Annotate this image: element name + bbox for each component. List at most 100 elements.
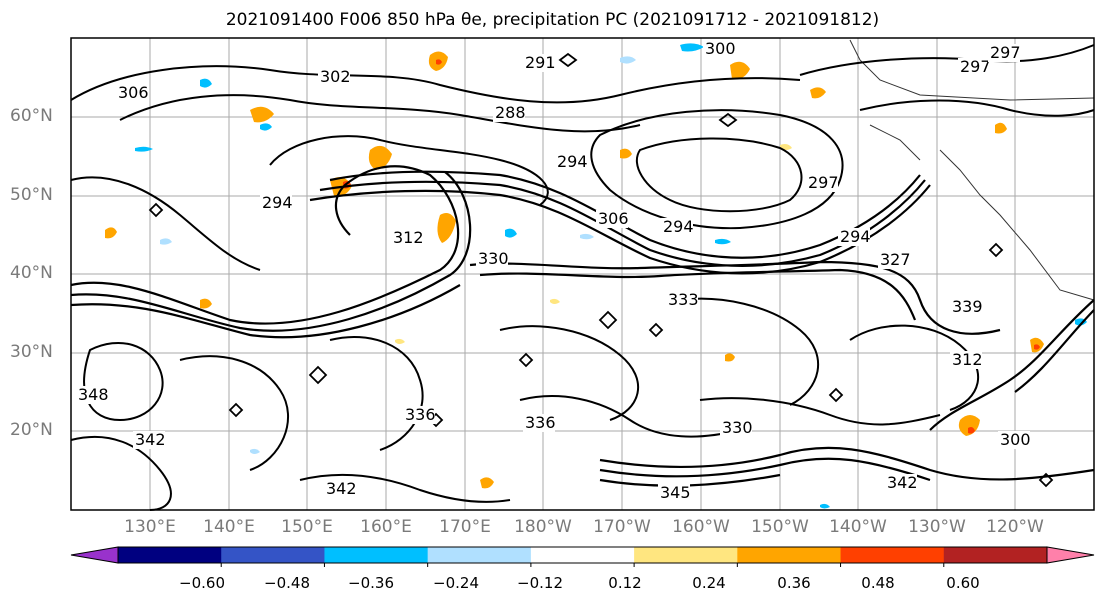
contour-label-bg <box>523 54 555 72</box>
contour-label-bg <box>324 480 356 498</box>
colorbar-extend-min <box>70 546 119 564</box>
coastline <box>849 39 1095 301</box>
lon-label-140e: 140°E <box>203 517 255 537</box>
contour-label-bg <box>998 431 1030 449</box>
colorbar-tick-label: 0.60 <box>946 574 980 592</box>
contour-labels: 306 302 291 300 288 294 297 294 306 294 312 330 297 3… <box>76 39 1031 502</box>
colorbar-tick-label: 0.24 <box>692 574 726 592</box>
lon-label-120w: 120°W <box>986 517 1044 537</box>
contour-label-bg <box>703 40 735 58</box>
colorbar-extend-max <box>1046 546 1095 564</box>
lat-label-30n: 30°N <box>10 342 53 362</box>
contour-label-bg <box>596 210 628 228</box>
contour-label-bg <box>838 228 870 246</box>
precip-shading <box>105 43 1087 509</box>
contour-label-bg <box>988 44 1020 62</box>
colorbar-segment <box>840 547 945 563</box>
contour-label-bg <box>391 229 423 247</box>
colorbar-segment <box>118 547 222 563</box>
colorbar-tick-label: −0.60 <box>179 574 225 592</box>
contour-label-bg <box>878 251 910 269</box>
contour-label-bg <box>555 153 587 171</box>
contour-label: 342 <box>135 430 166 449</box>
contour-label-bg <box>403 406 435 424</box>
contour-label: 333 <box>668 290 699 309</box>
lon-label-130w: 130°W <box>908 517 966 537</box>
contour-label: 297 <box>808 173 839 192</box>
contour-label: 297 <box>960 57 991 76</box>
contour-label: 297 <box>990 43 1021 62</box>
contour-label: 336 <box>525 413 556 432</box>
contour-label: 327 <box>880 250 911 269</box>
contour-label-bg <box>661 218 693 236</box>
contour-label: 306 <box>118 83 149 102</box>
colorbar-segment <box>943 547 1048 563</box>
colorbar <box>70 546 1095 567</box>
contour-label-bg <box>958 58 990 76</box>
contour-label: 288 <box>495 103 526 122</box>
lon-label-170w: 170°W <box>593 517 651 537</box>
contour-label-bg <box>885 474 917 492</box>
contour-label: 300 <box>705 39 736 58</box>
lon-label-160e: 160°E <box>360 517 412 537</box>
contour-label: 336 <box>405 405 436 424</box>
contour-label: 339 <box>952 297 983 316</box>
contour-label: 294 <box>262 193 293 212</box>
colorbar-frame <box>117 546 1048 564</box>
contour-label-bg <box>666 291 698 309</box>
colorbar-segment <box>324 547 429 563</box>
colorbar-tick-label: −0.24 <box>433 574 479 592</box>
contour-label: 300 <box>1000 430 1031 449</box>
contour-label-bg <box>658 484 690 502</box>
lat-label-50n: 50°N <box>10 185 53 205</box>
colorbar-tick-label: 0.36 <box>777 574 811 592</box>
contour-label-bg <box>493 104 525 122</box>
colorbar-tick-label: −0.36 <box>348 574 394 592</box>
contour-label-bg <box>133 431 165 449</box>
contour-label: 294 <box>663 217 694 236</box>
contour-label-bg <box>950 298 982 316</box>
contour-label-bg <box>76 386 108 404</box>
contour-label-bg <box>720 419 752 437</box>
lon-label-180w: 180°W <box>514 517 572 537</box>
contour-label: 291 <box>525 53 556 72</box>
map-frame <box>70 37 1095 511</box>
contour-label: 330 <box>722 418 753 437</box>
lon-label-130e: 130°E <box>124 517 176 537</box>
colorbar-segment <box>530 547 635 563</box>
contour-label: 306 <box>598 209 629 228</box>
contour-label-bg <box>476 250 508 268</box>
colorbar-tick-label: −0.48 <box>264 574 310 592</box>
lat-label-20n: 20°N <box>10 420 53 440</box>
contour-label-bg <box>260 194 292 212</box>
lat-label-60n: 60°N <box>10 106 53 126</box>
contour-label: 294 <box>840 227 871 246</box>
contour-label-bg <box>806 174 838 192</box>
map-title: 2021091400 F006 850 hPa θe, precipitatio… <box>225 10 880 30</box>
contour-label: 345 <box>660 483 691 502</box>
contour-label: 348 <box>78 385 109 404</box>
lon-label-150e: 150°E <box>281 517 333 537</box>
lon-label-150w: 150°W <box>751 517 809 537</box>
contour-label: 294 <box>557 152 588 171</box>
colorbar-tick-label: 0.48 <box>861 574 895 592</box>
colorbar-segment <box>737 547 842 563</box>
colorbar-segment <box>427 547 532 563</box>
colorbar-tick-label: −0.12 <box>517 574 563 592</box>
lon-label-140w: 140°W <box>829 517 887 537</box>
contour-label-bg <box>950 351 982 369</box>
contour-label: 312 <box>393 228 424 247</box>
colorbar-tick-label: 0.12 <box>608 574 642 592</box>
lon-label-160w: 160°W <box>672 517 730 537</box>
contour-label: 342 <box>326 479 357 498</box>
lon-label-170e: 170°E <box>439 517 491 537</box>
contour-label-bg <box>116 84 148 102</box>
contour-label-bg <box>318 68 350 86</box>
contour-label-bg <box>523 414 555 432</box>
contour-label: 342 <box>887 473 918 492</box>
colorbar-segment <box>634 547 738 563</box>
contour-label: 330 <box>478 249 509 268</box>
lat-label-40n: 40°N <box>10 263 53 283</box>
contour-label: 312 <box>952 350 983 369</box>
